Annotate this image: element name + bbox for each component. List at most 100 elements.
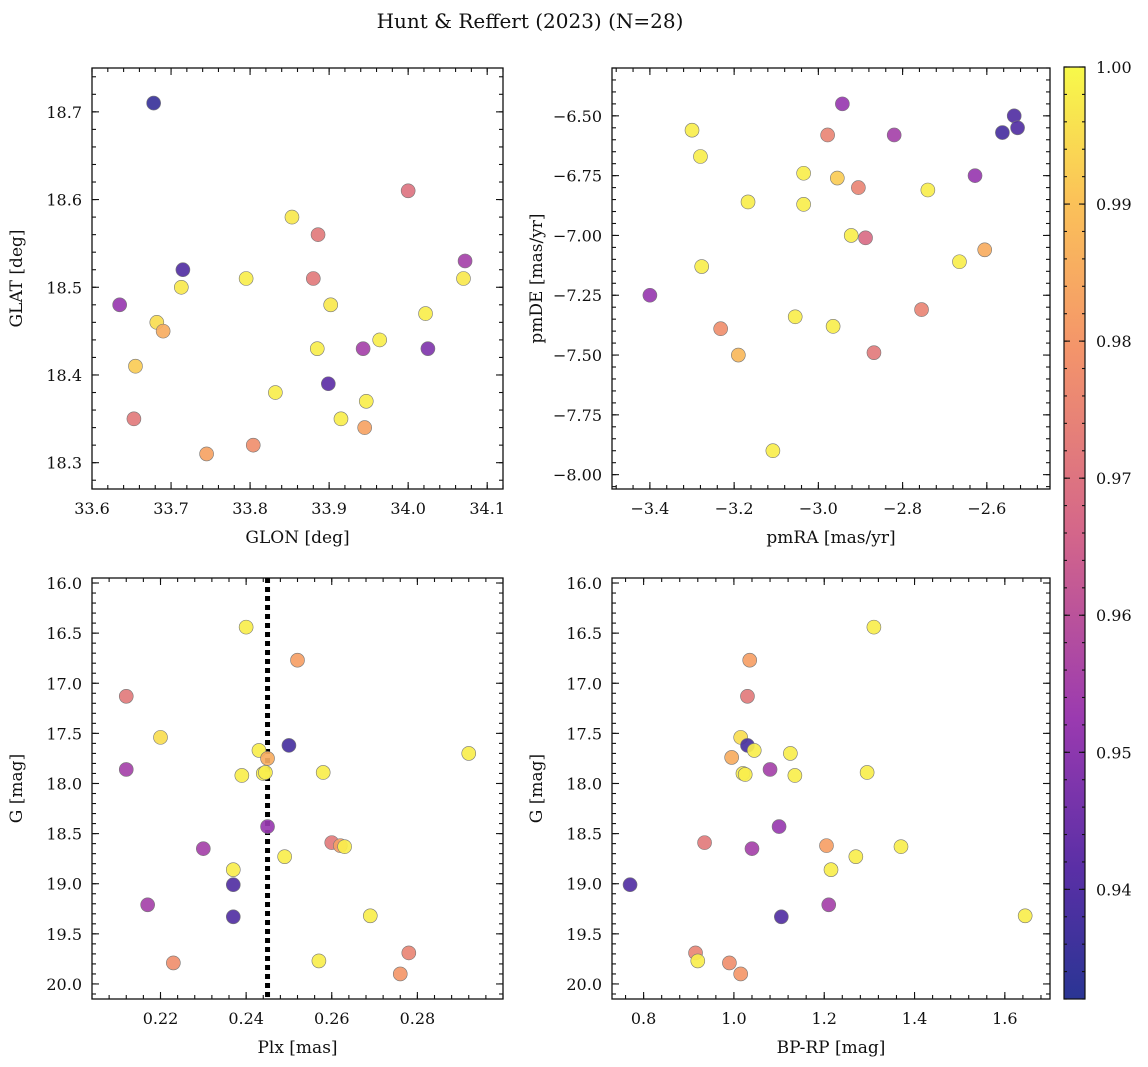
scatter-point <box>112 297 127 313</box>
colorbar-tick-label: 0.95 <box>1096 743 1132 762</box>
scatter-point <box>225 862 241 877</box>
scatter-point <box>858 230 873 246</box>
y-tick-label: −7.75 <box>553 406 602 425</box>
y-axis-label: pmDE [mas/yr] <box>527 213 547 343</box>
scatter-points <box>622 619 1033 982</box>
y-tick-label: 18.3 <box>46 454 82 473</box>
scatter-point <box>684 122 700 138</box>
scatter-point <box>457 253 473 269</box>
axes-frame <box>91 67 504 490</box>
scatter-point <box>225 877 241 893</box>
scatter-point <box>848 849 864 864</box>
y-axis-label: G [mag] <box>7 754 27 823</box>
scatter-point <box>400 183 416 199</box>
y-tick-label: 19.0 <box>46 875 82 894</box>
x-tick-label: −3.2 <box>715 499 754 518</box>
y-tick-label: 16.5 <box>566 624 602 643</box>
scatter-point <box>722 955 737 971</box>
scatter-point <box>690 953 706 969</box>
scatter-point <box>118 762 134 777</box>
axes-frame <box>91 577 504 1000</box>
y-tick-label: −6.50 <box>553 107 602 126</box>
axes-frame <box>611 67 1051 490</box>
scatter-point <box>196 841 211 856</box>
scatter-point <box>355 341 371 356</box>
scatter-point <box>155 323 171 339</box>
y-tick-label: −7.00 <box>553 226 602 245</box>
scatter-point <box>234 768 250 783</box>
y-tick-label: 17.0 <box>566 674 602 693</box>
scatter-point <box>724 750 739 765</box>
scatter-point <box>461 746 477 761</box>
colorbar: 0.94 0.95 0.96 0.97 0.98 0.99 1.00 <box>1063 58 1132 1000</box>
x-tick-label: 0.26 <box>314 1009 350 1028</box>
scatter-point <box>866 345 882 360</box>
x-tick-label: 33.8 <box>232 499 268 518</box>
y-tick-label: 16.0 <box>566 574 602 593</box>
scatter-point <box>886 127 902 143</box>
scatter-point <box>225 909 241 925</box>
scatter-point <box>977 242 993 258</box>
scatter-point <box>737 767 753 782</box>
scatter-point <box>306 271 321 286</box>
scatter-point <box>823 862 839 877</box>
x-tick-label: 0.28 <box>400 1009 436 1028</box>
colorbar-tick-label: 1.00 <box>1096 58 1132 77</box>
scatter-point <box>321 376 336 392</box>
colorbar-tick-label: 0.97 <box>1096 469 1132 488</box>
scatter-point <box>995 125 1010 140</box>
scatter-point <box>731 347 746 363</box>
x-tick-label: −3.4 <box>630 499 669 518</box>
y-tick-label: 16.0 <box>46 574 82 593</box>
x-tick-label: 33.7 <box>153 499 189 518</box>
scatter-point <box>281 738 297 753</box>
scatter-point <box>245 437 261 453</box>
scatter-point <box>290 652 305 668</box>
x-tick-label: 34.1 <box>469 499 505 518</box>
panel-bprp-g: 0.8 1.0 1.2 1.4 1.6 16.0 16.5 17.0 17.5 18.0 18.5 1… <box>527 574 1051 1058</box>
panel-pmra-pmde: −3.4 −3.2 −3.0 −2.8 −2.6 −8.00 −7.75 −7.50 −7.25… <box>527 67 1051 548</box>
x-tick-label: 33.9 <box>311 499 347 518</box>
scatter-points <box>642 96 1025 459</box>
scatter-point <box>893 839 909 854</box>
scatter-point <box>762 762 778 777</box>
panel-plx-g: 0.22 0.24 0.26 0.28 16.0 16.5 17.0 17.5 18.0 18.5… <box>7 574 504 1058</box>
colorbar-tick-label: 0.99 <box>1096 195 1132 214</box>
scatter-point <box>358 393 374 409</box>
scatter-point <box>914 302 929 317</box>
scatter-point <box>920 182 936 198</box>
colorbar-tick-label: 0.98 <box>1096 332 1132 351</box>
y-tick-label: −7.25 <box>553 286 602 305</box>
scatter-point <box>859 765 875 780</box>
scatter-points <box>112 95 473 462</box>
y-tick-label: 18.4 <box>46 366 82 385</box>
y-axis-label: G [mag] <box>527 754 547 823</box>
x-axis-label: BP-RP [mag] <box>777 1038 886 1058</box>
scatter-point <box>392 966 408 982</box>
y-tick-label: 18.5 <box>566 825 602 844</box>
x-axis-label: pmRA [mas/yr] <box>766 528 895 548</box>
y-tick-label: 18.5 <box>46 278 82 297</box>
scatter-point <box>622 877 638 893</box>
scatter-point <box>401 945 417 961</box>
y-tick-label: −7.50 <box>553 346 602 365</box>
scatter-point <box>1010 120 1025 136</box>
scatter-point <box>851 180 866 195</box>
scatter-point <box>372 332 388 348</box>
scatter-point <box>315 765 331 780</box>
scatter-point <box>774 909 789 925</box>
scatter-point <box>260 819 275 834</box>
y-tick-label: 20.0 <box>46 975 82 994</box>
scatter-point <box>740 688 755 704</box>
colorbar-tick-label: 0.94 <box>1096 880 1132 899</box>
scatter-point <box>694 259 710 274</box>
scatter-point <box>796 197 811 212</box>
scatter-point <box>866 619 882 635</box>
scatter-point <box>952 254 967 270</box>
scatter-point <box>323 297 338 313</box>
scatter-point <box>835 96 850 112</box>
y-tick-label: 20.0 <box>566 975 602 994</box>
scatter-point <box>819 838 834 853</box>
x-tick-label: 1.6 <box>992 1009 1017 1028</box>
x-tick-label: 1.4 <box>902 1009 927 1028</box>
